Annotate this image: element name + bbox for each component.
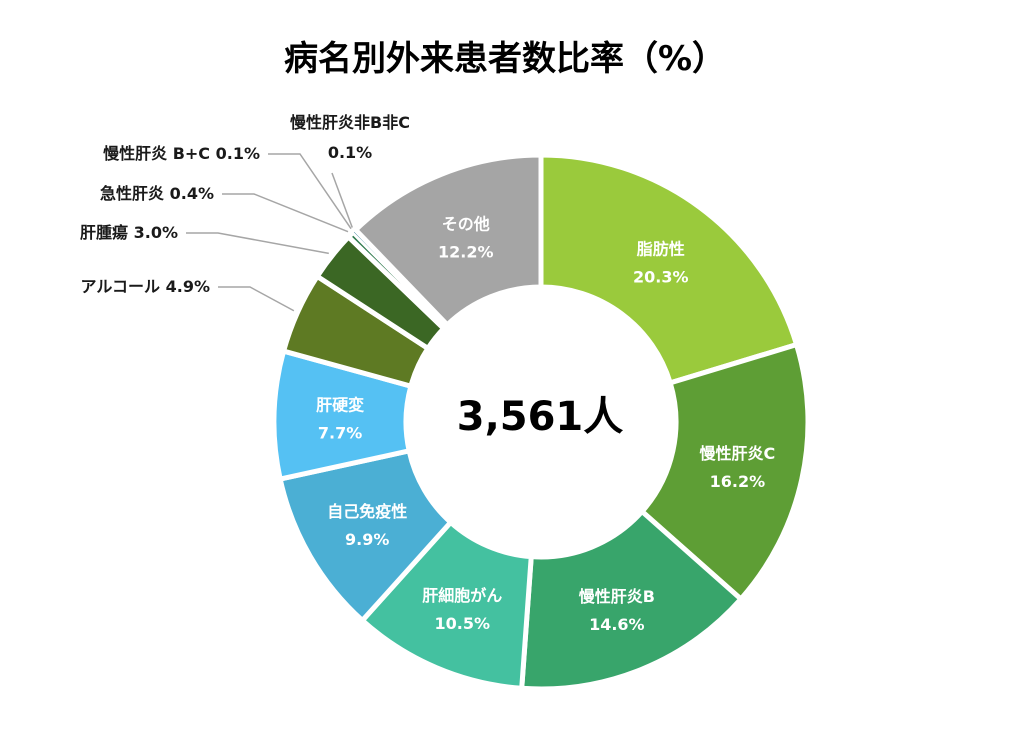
slice-label-5: 肝硬変 <box>316 396 364 415</box>
center-total-label: 3,561人 <box>457 394 624 440</box>
slice-value-1: 16.2% <box>710 472 766 491</box>
slice-value-5: 7.7% <box>318 424 362 443</box>
slice-label-10: 慢性肝炎非B非C <box>290 113 410 132</box>
slice-label-2: 慢性肝炎B <box>579 587 655 606</box>
slice-0 <box>538 152 800 386</box>
leader-line-10 <box>331 172 353 228</box>
slice-label-9: 慢性肝炎 B+C 0.1% <box>103 144 260 163</box>
slice-value-11: 12.2% <box>438 243 494 262</box>
slice-label-1: 慢性肝炎C <box>699 444 775 463</box>
slice-label-7: 肝腫瘍 3.0% <box>80 223 178 242</box>
slice-2 <box>519 507 745 692</box>
slice-label-4: 自己免疫性 <box>327 502 407 521</box>
leader-line-7 <box>186 232 329 255</box>
slice-1 <box>638 341 811 603</box>
slice-label-11: その他 <box>442 215 490 234</box>
slice-label-8: 急性肝炎 0.4% <box>100 184 214 203</box>
chart-title: 病名別外来患者数比率（%） <box>284 39 726 79</box>
slice-value-3: 10.5% <box>435 614 491 633</box>
slice-11 <box>352 152 544 329</box>
slice-label-0: 脂肪性 <box>637 240 685 259</box>
leader-line-6 <box>218 286 295 312</box>
slice-value-4: 9.9% <box>345 530 389 549</box>
leader-line-8 <box>222 193 349 233</box>
slice-value-0: 20.3% <box>633 268 689 287</box>
slice-label-6: アルコール 4.9% <box>81 277 210 296</box>
slice-value-10: 0.1% <box>328 143 372 162</box>
leader-line-9 <box>268 153 352 230</box>
slice-value-2: 14.6% <box>589 615 645 634</box>
slice-label-3: 肝細胞がん <box>422 586 502 605</box>
